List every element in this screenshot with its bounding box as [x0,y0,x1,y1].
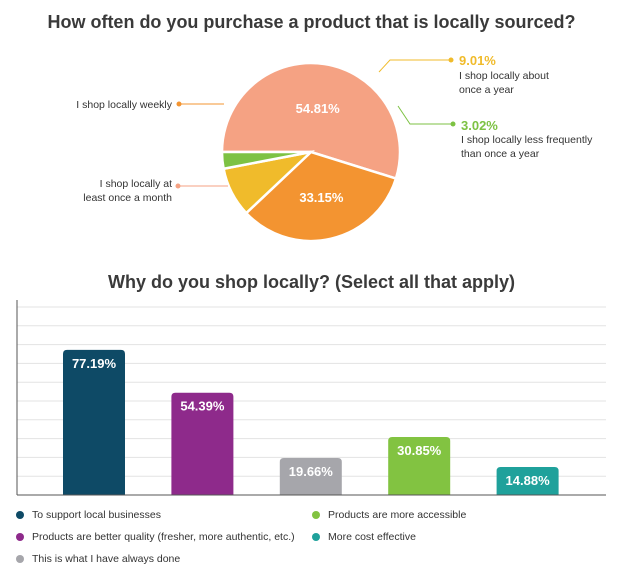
pie-chart-title: How often do you purchase a product that… [47,12,576,32]
legend-dot [312,533,320,541]
bar [171,392,234,495]
pie-slice [220,150,312,171]
bar-value-label: 19.66% [289,464,334,479]
callout-pct-yearly: 9.01% [459,53,496,68]
callout-label-monthly-1: I shop locally at [100,178,172,190]
bar-value-label: 30.85% [397,443,442,458]
bar [496,467,559,495]
bar-value-label: 54.39% [180,399,225,414]
legend-label: Products are better quality (fresher, mo… [32,531,295,543]
callout-label-yearly-1: I shop locally about [459,70,549,82]
callout-line-less [397,105,453,125]
callout-dot-yearly [448,57,454,63]
pie-slice-value-label: 54.81% [296,101,341,116]
callout-line-yearly [378,59,451,73]
pie-chart: 54.81% 33.15% I shop locally weekly I sho… [76,53,593,243]
legend-dot [16,533,24,541]
legend-label: This is what I have always done [32,553,181,565]
callout-dot-less [450,121,456,127]
callout-dot-weekly [176,101,182,107]
legend-label: To support local businesses [32,509,161,521]
bar-value-label: 77.19% [72,356,117,371]
legend-item-always-done: This is what I have always done [16,553,180,565]
bar-chart: 77.19% 54.39% 19.66% 30.85% 14.88% [16,300,606,496]
callout-label-less-2: than once a year [461,148,540,160]
pie-slice [244,150,398,243]
bar-chart-legend: To support local businesses Products are… [16,509,616,575]
callout-label-yearly-2: once a year [459,84,514,96]
pie-slice [220,61,402,181]
bar-chart-title: Why do you shop locally? (Select all tha… [107,272,516,292]
legend-item-cost-effective: More cost effective [312,531,416,543]
legend-label: More cost effective [328,531,416,543]
bar [63,349,125,495]
callout-label-monthly-2: least once a month [83,192,172,204]
legend-dot [16,511,24,519]
legend-label: Products are more accessible [328,509,467,521]
legend-dot [312,511,320,519]
bar-value-label: 14.88% [506,473,551,488]
callout-dot-monthly [175,183,181,189]
pie-slice-value-label: 33.15% [299,190,344,205]
callout-label-weekly: I shop locally weekly [76,99,172,111]
bar [279,458,342,495]
legend-item-better-quality: Products are better quality (fresher, mo… [16,531,295,543]
legend-item-support-local: To support local businesses [16,509,161,521]
legend-item-more-accessible: Products are more accessible [312,509,466,521]
callout-pct-less: 3.02% [461,118,498,133]
callout-label-less-1: I shop locally less frequently [461,134,593,146]
legend-dot [16,555,24,563]
bar [388,437,451,495]
